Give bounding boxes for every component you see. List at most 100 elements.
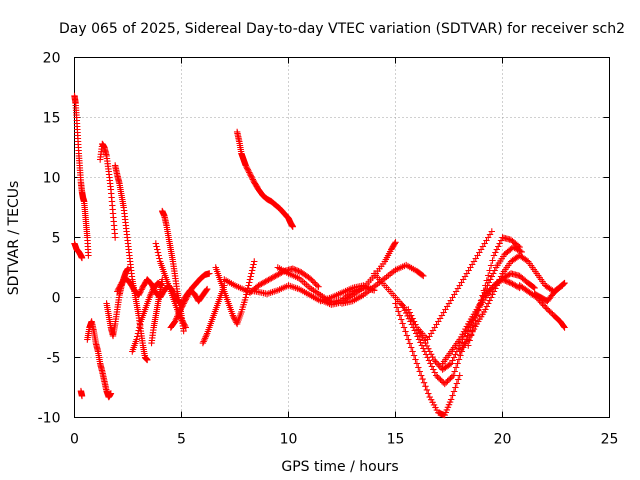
data-point xyxy=(116,284,123,291)
data-point xyxy=(135,291,142,299)
data-point xyxy=(495,279,502,286)
data-point xyxy=(547,309,555,316)
series-sat-z xyxy=(439,276,523,367)
data-point xyxy=(422,339,429,347)
data-point xyxy=(485,272,492,279)
data-point xyxy=(124,265,132,272)
data-point xyxy=(134,333,141,340)
y-tick-label: -10 xyxy=(38,411,61,427)
data-point xyxy=(153,243,160,250)
data-point xyxy=(203,286,210,294)
data-point xyxy=(544,306,552,314)
data-point xyxy=(420,272,427,280)
data-point xyxy=(155,252,162,259)
data-point xyxy=(452,384,459,391)
data-point xyxy=(446,361,453,368)
data-point xyxy=(133,336,140,343)
x-tick-labels: 0 5 10 15 20 25 xyxy=(70,432,618,448)
data-point xyxy=(403,309,410,317)
data-point xyxy=(449,357,456,364)
data-point xyxy=(249,264,257,271)
data-point xyxy=(180,300,187,307)
data-point xyxy=(85,252,92,259)
data-point xyxy=(430,366,437,373)
data-point xyxy=(395,308,402,315)
data-point xyxy=(495,243,502,250)
data-point xyxy=(243,165,251,172)
data-point xyxy=(449,392,456,399)
data-point xyxy=(289,223,296,230)
data-point xyxy=(448,373,456,381)
data-point xyxy=(487,276,494,283)
data-point xyxy=(243,163,250,171)
data-point xyxy=(531,284,538,292)
series-sat-w xyxy=(392,300,463,419)
data-point xyxy=(289,265,296,272)
y-tick-label: 15 xyxy=(43,111,61,127)
data-point xyxy=(391,240,398,247)
data-point xyxy=(315,283,322,290)
data-point xyxy=(487,262,495,269)
data-point xyxy=(392,239,399,246)
data-point xyxy=(182,296,189,303)
chart-title: Day 065 of 2025, Sidereal Day-to-day VTE… xyxy=(59,21,625,37)
data-point xyxy=(136,289,144,296)
series-sat-bb xyxy=(465,234,523,349)
data-point xyxy=(410,318,418,325)
data-point xyxy=(456,372,463,379)
data-point xyxy=(452,351,459,358)
data-point xyxy=(419,271,426,279)
data-point xyxy=(457,339,465,346)
data-point xyxy=(490,270,497,277)
data-point xyxy=(433,359,441,367)
data-point xyxy=(176,308,183,316)
data-point xyxy=(246,169,253,176)
data-point xyxy=(560,323,568,330)
data-point xyxy=(419,375,426,383)
data-point xyxy=(230,313,237,321)
series-sat-e xyxy=(96,140,119,241)
y-tick-label: -5 xyxy=(47,351,61,367)
data-point xyxy=(445,376,453,383)
data-point xyxy=(206,270,213,277)
data-point xyxy=(435,361,442,368)
data-point xyxy=(473,312,481,319)
y-tick-labels: -10 -5 0 5 10 15 20 xyxy=(38,51,61,427)
data-point xyxy=(295,267,302,275)
data-point xyxy=(399,320,406,327)
data-point xyxy=(542,303,549,311)
data-point xyxy=(136,324,143,331)
data-point xyxy=(183,294,190,302)
series-sat-d xyxy=(84,318,115,401)
data-point xyxy=(518,248,525,256)
data-point xyxy=(409,348,416,355)
data-point xyxy=(475,307,482,314)
y-tick-label: 5 xyxy=(52,231,61,247)
data-point xyxy=(412,330,420,337)
data-point xyxy=(242,294,249,301)
data-point xyxy=(398,301,406,308)
data-point xyxy=(427,351,435,358)
data-point xyxy=(447,396,455,403)
data-point xyxy=(414,333,421,340)
data-point xyxy=(453,380,461,387)
data-point xyxy=(417,339,424,346)
series-sat-l xyxy=(159,207,187,335)
data-point xyxy=(406,340,413,347)
data-point xyxy=(420,379,428,386)
data-point xyxy=(179,303,186,310)
data-point xyxy=(310,279,318,286)
data-point xyxy=(483,303,491,310)
data-point xyxy=(442,379,450,386)
data-point xyxy=(426,348,433,355)
data-point xyxy=(312,280,319,288)
grid xyxy=(74,57,610,418)
data-point xyxy=(78,254,86,262)
data-point xyxy=(136,321,144,328)
data-point xyxy=(488,273,495,280)
data-point xyxy=(251,258,258,265)
data-point xyxy=(246,276,254,283)
data-point xyxy=(401,307,408,314)
data-point xyxy=(180,327,187,335)
